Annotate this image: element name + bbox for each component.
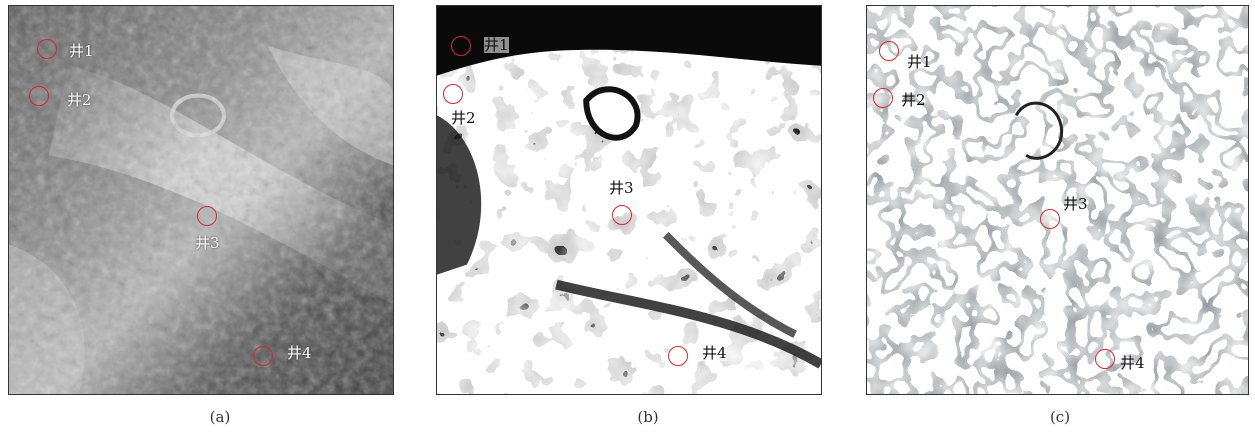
well-1-label: 井1 — [484, 36, 509, 54]
panel-b-image: 井1 井2 井3 井4 — [436, 5, 822, 395]
well-4-label: 井4 — [1120, 354, 1145, 372]
well-3-marker — [197, 206, 217, 226]
well-1-marker — [37, 39, 57, 59]
well-3-marker — [1040, 209, 1060, 229]
well-1-marker — [451, 36, 471, 56]
well-2-label: 井2 — [901, 91, 926, 109]
well-2-marker — [29, 86, 49, 106]
panel-c-image: 井1 井2 井3 井4 — [866, 5, 1249, 395]
well-4-marker — [1095, 349, 1115, 369]
well-1-label: 井1 — [907, 53, 932, 71]
well-3-label: 井3 — [609, 179, 634, 197]
well-3-marker — [612, 205, 632, 225]
caption-a: (a) — [209, 408, 231, 426]
well-3-label: 井3 — [1063, 195, 1088, 213]
panel-a-image: 井1 井2 井3 井4 — [8, 5, 394, 395]
well-1-label: 井1 — [69, 42, 94, 60]
well-4-label: 井4 — [287, 344, 312, 362]
well-2-marker — [873, 88, 893, 108]
well-2-label: 井2 — [451, 109, 476, 127]
well-4-marker — [668, 346, 688, 366]
well-2-marker — [443, 84, 463, 104]
caption-c: (c) — [1049, 408, 1071, 426]
well-4-label: 井4 — [702, 344, 727, 362]
well-3-label: 井3 — [195, 234, 220, 252]
panel-a-texture — [9, 6, 393, 394]
well-1-marker — [879, 41, 899, 61]
panel-b-texture — [437, 6, 821, 394]
well-4-marker — [253, 346, 273, 366]
caption-b: (b) — [637, 408, 659, 426]
well-2-label: 井2 — [67, 91, 92, 109]
panel-c-texture — [867, 6, 1248, 394]
